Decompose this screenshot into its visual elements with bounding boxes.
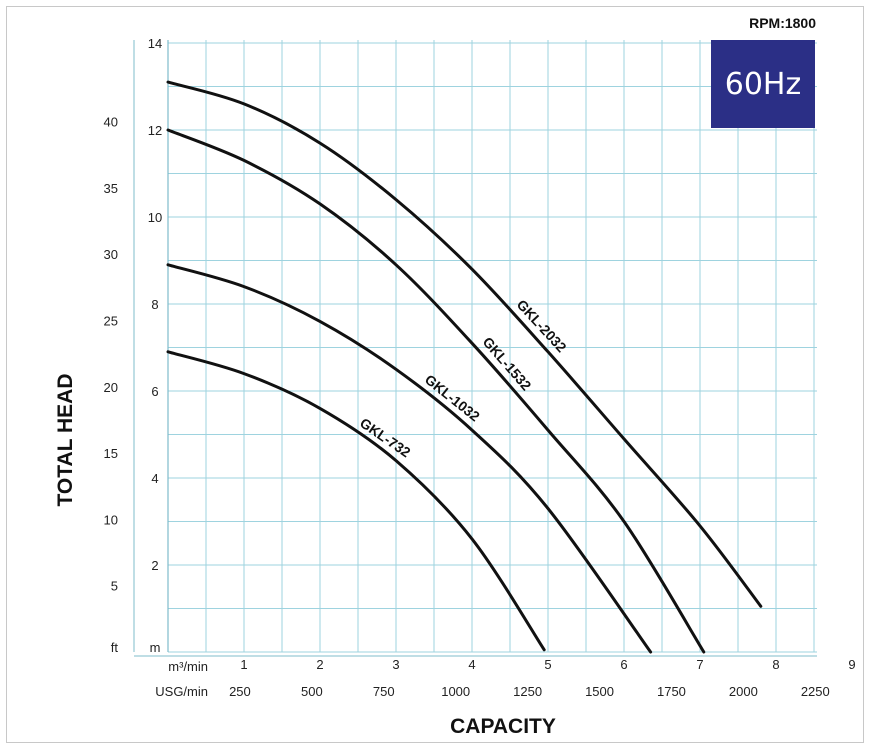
curve-label-gkl-1032: GKL-1032 (422, 371, 483, 424)
x-tick-m3: 7 (696, 657, 703, 672)
curves (166, 80, 763, 654)
grid (133, 40, 817, 657)
rpm-label: RPM:1800 (749, 15, 816, 31)
y-tick-ft: 15 (104, 446, 118, 461)
x-tick-usg: 1000 (441, 684, 470, 699)
y-tick-ft: 35 (104, 181, 118, 196)
y-tick-m: 8 (151, 297, 158, 312)
chart-frame (6, 6, 864, 743)
curve-gkl-2032 (166, 80, 763, 608)
x-tick-m3: 6 (620, 657, 627, 672)
x-tick-m3: 2 (316, 657, 323, 672)
y-tick-m: 6 (151, 384, 158, 399)
curve-gkl-732 (166, 350, 546, 652)
x-tick-usg: 2000 (729, 684, 758, 699)
x-tick-usg: 1750 (657, 684, 686, 699)
y-tick-ft: 40 (104, 115, 118, 130)
y-tick-ft: 5 (111, 579, 118, 594)
x-tick-usg: 500 (301, 684, 323, 699)
x-tick-usg: 2250 (801, 684, 830, 699)
y-axis-title: TOTAL HEAD (54, 373, 77, 506)
y-unit-ft: ft (111, 640, 119, 655)
y-tick-m: 14 (148, 36, 162, 51)
x-axis-title: CAPACITY (450, 715, 556, 738)
y-tick-ft: 10 (104, 512, 118, 527)
curve-gkl-1032 (166, 263, 653, 654)
x-tick-usg: 1250 (513, 684, 542, 699)
x-unit-m3: m³/min (168, 659, 208, 674)
y-tick-ft: 20 (104, 380, 118, 395)
curve-gkl-1532 (166, 128, 706, 654)
y-tick-m: 12 (148, 123, 162, 138)
x-tick-m3: 3 (392, 657, 399, 672)
y-tick-ft: 25 (104, 314, 118, 329)
y-unit-m: m (150, 640, 161, 655)
y-tick-m: 10 (148, 210, 162, 225)
y-tick-m: 2 (151, 558, 158, 573)
x-tick-usg: 1500 (585, 684, 614, 699)
curve-label-group: GKL-1032 (422, 371, 483, 424)
x-tick-usg: 250 (229, 684, 251, 699)
x-tick-m3: 5 (544, 657, 551, 672)
x-tick-m3: 1 (240, 657, 247, 672)
y-tick-m: 4 (151, 471, 158, 486)
x-tick-m3: 8 (772, 657, 779, 672)
x-tick-usg: 750 (373, 684, 395, 699)
x-tick-m3: 9 (848, 657, 855, 672)
frequency-badge: 60Hz (711, 40, 815, 128)
x-unit-usg: USG/min (155, 684, 208, 699)
y-tick-ft: 30 (104, 247, 118, 262)
x-tick-m3: 4 (468, 657, 475, 672)
